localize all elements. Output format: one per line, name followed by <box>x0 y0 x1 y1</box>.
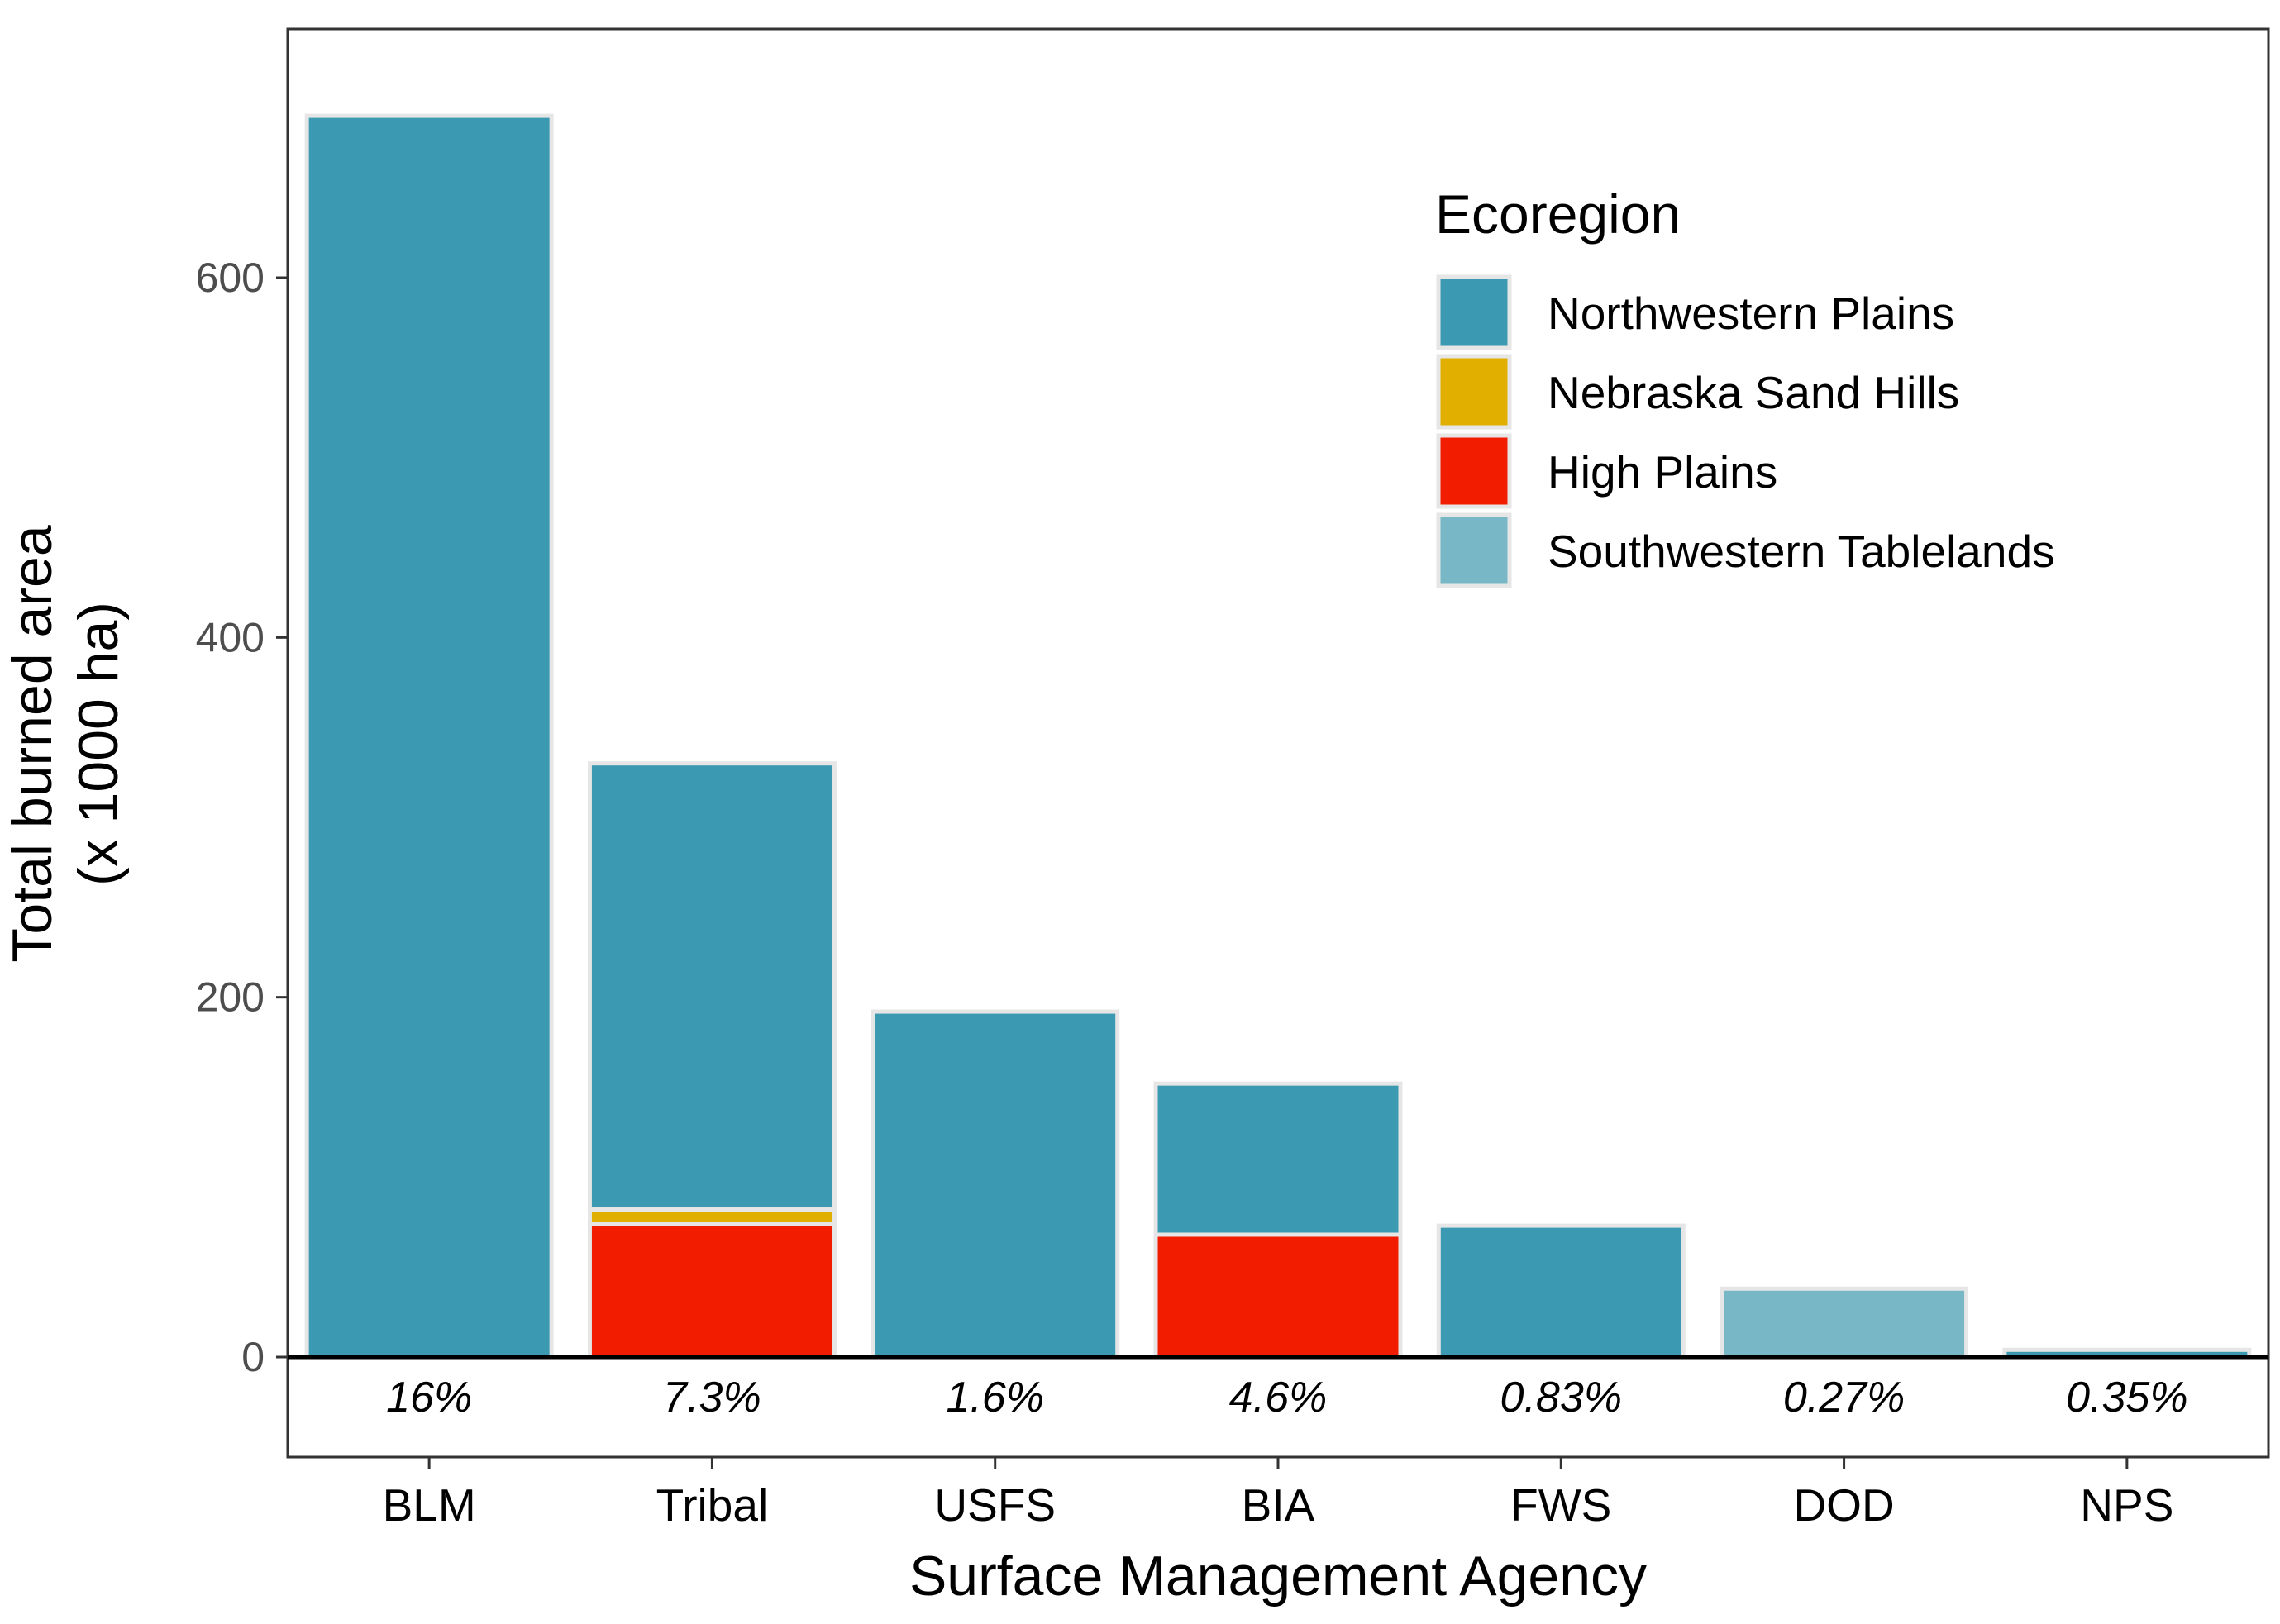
legend-label-nebraska-sand-hills: Nebraska Sand Hills <box>1548 367 1959 418</box>
y-axis-title: Total burned area(x 1000 ha) <box>1 525 130 962</box>
percent-label-usfs: 1.6% <box>946 1374 1044 1422</box>
bars-layer <box>304 113 2252 1360</box>
bar-fws-northwestern-plains <box>1436 1223 1686 1360</box>
x-tick-label-bia: BIA <box>1242 1479 1315 1531</box>
y-tick-label-400: 400 <box>196 614 265 660</box>
bar-bia-northwestern-plains <box>1153 1081 1403 1237</box>
y-tick-label-0: 0 <box>241 1334 265 1380</box>
x-tick-label-nps: NPS <box>2080 1479 2173 1531</box>
legend: Ecoregion Northwestern Plains Nebraska San… <box>1435 183 2055 588</box>
bar-usfs-northwestern-plains <box>871 1009 1120 1360</box>
legend-key-southwestern-tablelands <box>1436 512 1512 588</box>
y-axis-title-line-2: (x 1000 ha) <box>67 602 130 886</box>
legend-key-nebraska-sand-hills <box>1436 354 1512 430</box>
x-axis-title: Surface Management Agency <box>909 1545 1647 1607</box>
legend-key-high-plains <box>1436 433 1512 509</box>
bar-dod-southwestern-tablelands <box>1720 1286 1969 1360</box>
x-tick-label-fws: FWS <box>1510 1479 1611 1531</box>
y-tick-label-600: 600 <box>196 255 265 301</box>
percent-label-dod: 0.27% <box>1783 1374 1905 1422</box>
bar-tribal-nebraska-sand-hills <box>587 1207 837 1226</box>
x-tick-label-tribal: Tribal <box>656 1479 769 1531</box>
legend-key-northwestern-plains <box>1436 274 1512 350</box>
bar-blm-northwestern-plains <box>304 113 554 1360</box>
y-axis-title-line-1: Total burned area <box>1 525 64 962</box>
percent-label-nps: 0.35% <box>2066 1374 2187 1422</box>
percent-label-fws: 0.83% <box>1500 1374 1622 1422</box>
x-tick-label-usfs: USFS <box>934 1479 1056 1531</box>
axes-layer: 0 200 400 600 BLM 16% Tribal 7.3% USFS 1.6% BIA 4.6… <box>1 27 2270 1607</box>
y-tick-label-200: 200 <box>196 974 265 1021</box>
percent-label-tribal: 7.3% <box>663 1374 761 1422</box>
legend-label-high-plains: High Plains <box>1548 446 1777 498</box>
percent-label-blm: 16% <box>386 1374 472 1422</box>
bar-tribal-high-plains <box>587 1222 837 1360</box>
x-tick-label-blm: BLM <box>383 1479 476 1531</box>
percent-label-bia: 4.6% <box>1229 1374 1328 1422</box>
legend-label-southwestern-tablelands: Southwestern Tablelands <box>1548 526 2055 577</box>
bar-bia-high-plains <box>1153 1232 1403 1360</box>
bar-tribal-northwestern-plains <box>587 761 837 1212</box>
legend-label-northwestern-plains: Northwestern Plains <box>1548 288 1954 339</box>
legend-title: Ecoregion <box>1435 183 1681 245</box>
x-tick-label-dod: DOD <box>1793 1479 1894 1531</box>
